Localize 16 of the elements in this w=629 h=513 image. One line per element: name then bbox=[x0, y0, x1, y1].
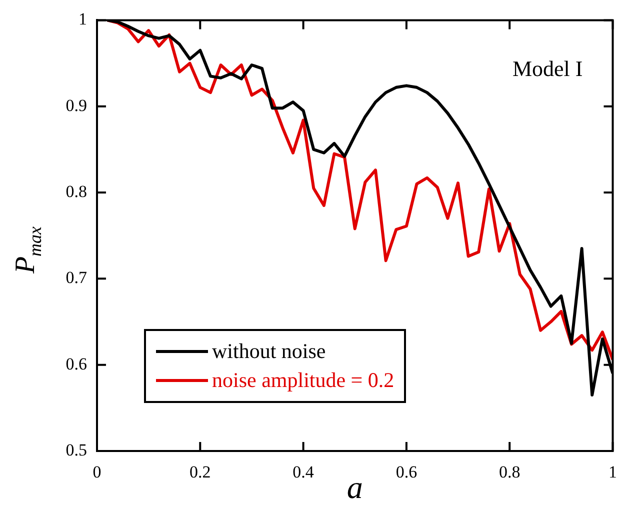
x-tick-label: 0.4 bbox=[292, 462, 314, 482]
legend-label: noise amplitude = 0.2 bbox=[212, 367, 394, 394]
y-tick-label: 0.7 bbox=[66, 268, 88, 288]
y-tick-label: 0.8 bbox=[66, 182, 87, 201]
x-axis-title: a bbox=[346, 469, 363, 506]
legend-label: without noise bbox=[212, 338, 326, 365]
y-tick-label: 0.6 bbox=[66, 354, 87, 374]
x-tick-label: 0.2 bbox=[190, 462, 211, 482]
x-tick-label: 0.6 bbox=[396, 462, 418, 482]
x-tick-label: 1 bbox=[608, 462, 617, 482]
x-tick-label: 0 bbox=[92, 462, 102, 482]
annotation: Model I bbox=[512, 56, 583, 82]
y-tick-label: 0.9 bbox=[66, 96, 87, 115]
y-tick-label: 0.5 bbox=[66, 440, 87, 460]
y-tick-label: 1 bbox=[78, 10, 87, 29]
x-tick-label: 0.8 bbox=[498, 462, 520, 482]
